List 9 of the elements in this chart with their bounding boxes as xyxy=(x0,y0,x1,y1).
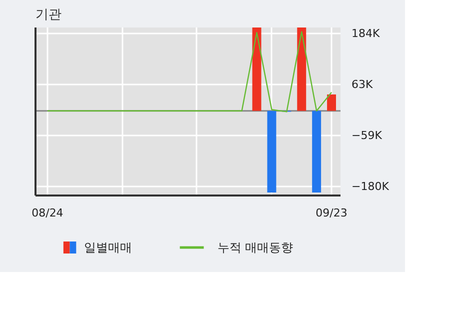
y-tick-label: 184K xyxy=(352,26,380,40)
x-tick-label: 09/23 xyxy=(316,206,348,220)
y-tick-label: −59K xyxy=(352,129,383,142)
y-tick-label: −180K xyxy=(352,180,390,194)
chart-title: 기관 xyxy=(36,8,62,22)
x-tick-label: 08/24 xyxy=(32,206,64,220)
y-tick-label: 63K xyxy=(352,78,374,91)
legend-label: 일별매매 xyxy=(84,240,132,254)
legend-label: 누적 매매동향 xyxy=(217,240,294,254)
